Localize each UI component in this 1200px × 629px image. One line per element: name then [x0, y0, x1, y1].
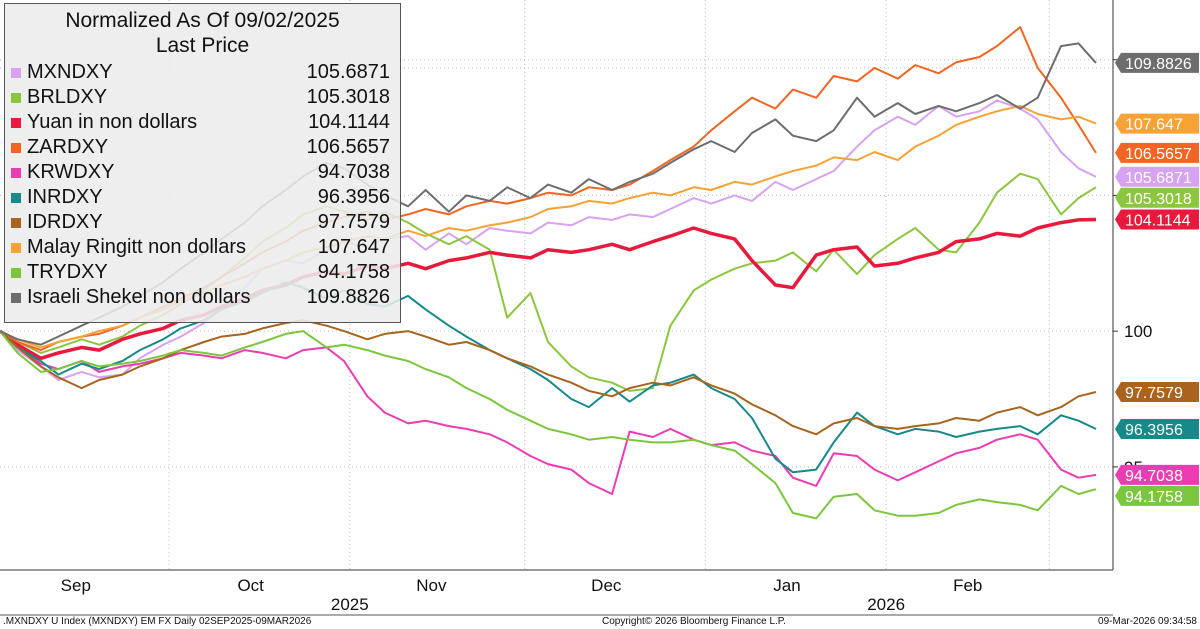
legend-swatch [11, 243, 21, 253]
x-tick-label: Dec [591, 576, 622, 595]
legend-series-value: 106.5657 [306, 136, 390, 158]
last-price-tag [1115, 485, 1199, 506]
legend-entry: Malay Ringitt non dollars 107.647 [5, 235, 400, 260]
chart-title: Normalized As Of 09/02/2025 [65, 9, 340, 32]
last-price-tag [1115, 52, 1199, 73]
legend-swatch [11, 143, 21, 153]
last-price-label: 94.1758 [1125, 489, 1183, 506]
legend-entry: KRWDXY 94.7038 [5, 160, 400, 185]
last-price-label: 97.7579 [1125, 385, 1183, 402]
last-price-tag [1115, 418, 1199, 439]
last-price-label: 104.1144 [1125, 212, 1191, 229]
legend-series-value: 94.1758 [317, 261, 390, 283]
series-line [0, 99, 1097, 381]
legend-entry: MXNDXY 105.6871 [5, 60, 400, 85]
legend-series-value: 105.6871 [306, 61, 390, 83]
legend-series-value: 105.3018 [306, 86, 390, 108]
legend-series-value: 104.1144 [308, 111, 390, 133]
x-year-label: 2026 [867, 595, 905, 614]
footer-timestamp: 09-Mar-2026 09:34:58 [1098, 616, 1197, 627]
legend-entry: ZARDXY 106.5657 [5, 135, 400, 160]
legend-entry: TRYDXY 94.1758 [5, 260, 400, 285]
last-price-label: 96.3956 [1125, 422, 1183, 439]
last-price-label: 106.5657 [1125, 146, 1192, 163]
last-price-label: 109.8826 [1125, 56, 1192, 73]
legend-series-name: INRDXY [27, 186, 103, 208]
last-price-tag [1115, 209, 1199, 230]
legend-series-name: KRWDXY [27, 161, 115, 183]
legend-swatch [11, 218, 21, 228]
chart-subtitle: Last Price [155, 34, 250, 57]
chart-axes: 10095SepOctNovDecJanFeb20252026 [0, 0, 1152, 616]
legend-series-name: Yuan in non dollars [27, 111, 198, 133]
legend: Normalized As Of 09/02/2025 Last Price M… [4, 3, 401, 323]
footer-copyright: Copyright© 2026 Bloomberg Finance L.P. [602, 616, 786, 627]
y-tick-label: 100 [1124, 322, 1152, 341]
last-price-label: 105.6871 [1125, 170, 1192, 187]
legend-series-value: 97.7579 [317, 211, 390, 233]
legend-series-name: MXNDXY [27, 61, 113, 83]
x-year-label: 2025 [331, 595, 369, 614]
legend-swatch [11, 168, 21, 178]
legend-entry: Yuan in non dollars 104.1144 [5, 110, 400, 135]
series-line [0, 281, 1097, 474]
last-price-tag [1115, 464, 1199, 485]
legend-series-name: ZARDXY [27, 136, 109, 158]
legend-swatch [11, 68, 21, 78]
x-tick-label: Oct [237, 576, 264, 595]
legend-entry: Israeli Shekel non dollars 109.8826 [5, 285, 400, 310]
x-tick-label: Jan [773, 576, 800, 595]
last-price-tag [1115, 113, 1199, 134]
legend-series-name: Malay Ringitt non dollars [27, 236, 246, 258]
legend-series-value: 107.647 [317, 236, 390, 258]
x-tick-label: Sep [61, 576, 91, 595]
legend-series-name: BRLDXY [27, 86, 108, 108]
last-price-tag [1115, 142, 1199, 163]
legend-series-name: TRYDXY [27, 261, 108, 283]
last-price-label: 94.7038 [1125, 468, 1183, 485]
legend-rows: MXNDXY 105.6871 BRLDXY 105.3018 Yuan in non … [5, 60, 400, 310]
legend-series-name: IDRDXY [27, 211, 103, 233]
legend-swatch [11, 93, 21, 103]
last-price-label: 107.647 [1125, 117, 1183, 134]
last-price-label: 105.3018 [1125, 191, 1192, 208]
legend-swatch [11, 118, 21, 128]
footer-index-info: .MXNDXY U Index (MXNDXY) EM FX Daily 02S… [3, 616, 312, 627]
legend-series-value: 109.8826 [306, 286, 390, 308]
legend-series-value: 96.3956 [317, 186, 390, 208]
last-price-tag [1115, 187, 1199, 208]
x-tick-label: Nov [416, 576, 447, 595]
last-price-tag [1115, 381, 1199, 402]
legend-entry: IDRDXY 97.7579 [5, 210, 400, 235]
legend-entry: BRLDXY 105.3018 [5, 85, 400, 110]
legend-swatch [11, 293, 21, 303]
legend-entry: INRDXY 96.3956 [5, 185, 400, 210]
legend-series-value: 94.7038 [317, 161, 390, 183]
legend-series-name: Israeli Shekel non dollars [27, 286, 251, 308]
last-price-tags: 109.8826 107.647 106.5657 105.6871 105.3018 1… [1115, 52, 1199, 506]
legend-swatch [11, 268, 21, 278]
x-tick-label: Feb [953, 576, 982, 595]
series-line [0, 330, 1097, 495]
series-line [0, 330, 1097, 520]
legend-swatch [11, 193, 21, 203]
last-price-tag [1115, 166, 1199, 187]
